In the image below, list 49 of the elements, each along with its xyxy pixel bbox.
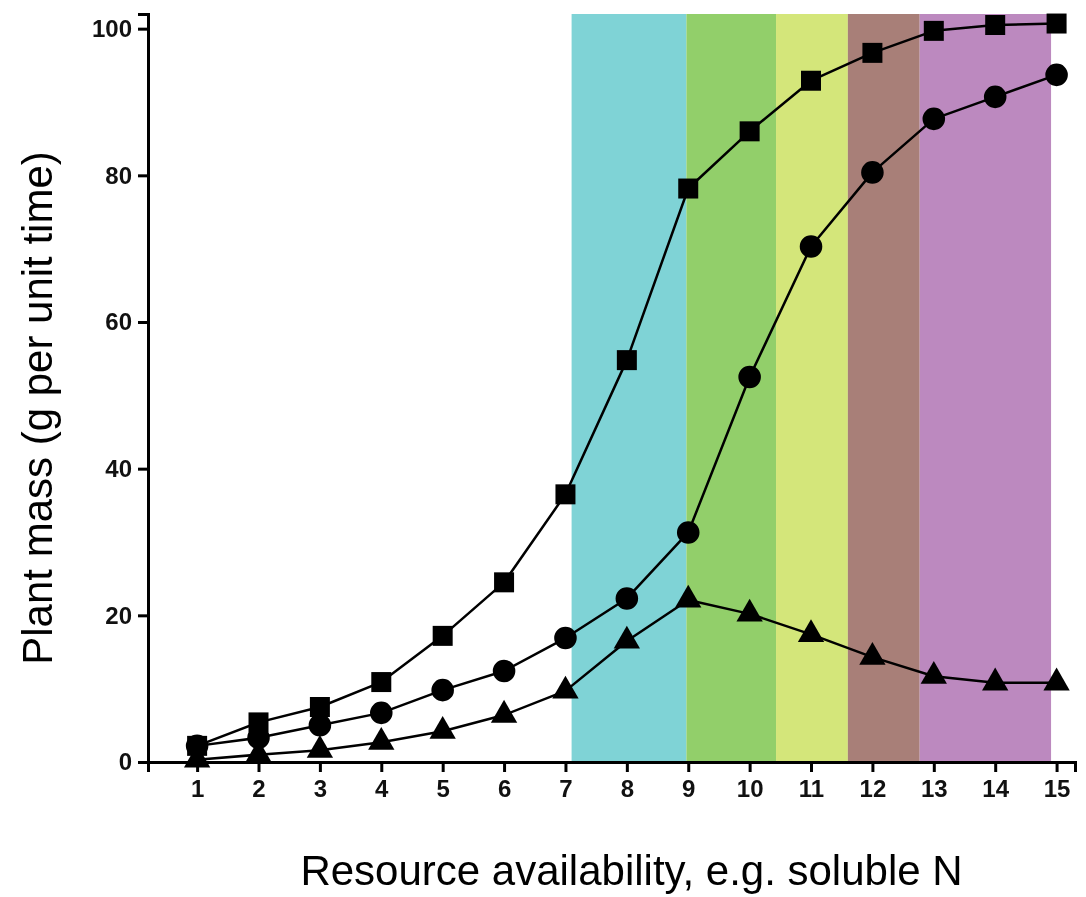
y-tick-label: 80	[105, 161, 132, 189]
x-axis-title: Resource availability, e.g. soluble N	[300, 847, 963, 894]
x-tick-label: 12	[859, 775, 887, 803]
point	[799, 235, 823, 258]
y-tick-label: 20	[105, 601, 132, 629]
point	[1045, 63, 1068, 87]
point	[370, 701, 393, 725]
y-tick-label: 40	[105, 454, 132, 482]
x-tick-label: 1	[190, 775, 205, 803]
x-tick-label: 3	[313, 775, 328, 803]
point	[554, 626, 577, 650]
y-axis-title: Plant mass (g per unit time)	[14, 151, 61, 665]
point	[1046, 13, 1067, 34]
point	[615, 587, 639, 610]
point	[309, 697, 330, 717]
point	[739, 121, 760, 142]
point	[985, 15, 1006, 35]
point	[801, 70, 822, 91]
point	[616, 350, 637, 371]
x-tick-label: 5	[436, 775, 450, 803]
x-tick-label: 7	[559, 775, 573, 803]
x-tick-label: 14	[982, 775, 1010, 803]
x-tick-label: 8	[620, 775, 635, 803]
x-tick-label: 15	[1043, 775, 1071, 803]
x-tick-label: 6	[497, 775, 512, 803]
point	[678, 178, 699, 199]
point	[492, 659, 516, 683]
point	[676, 521, 700, 544]
x-tick-label: 13	[920, 775, 948, 803]
point	[738, 365, 761, 389]
point	[861, 161, 884, 184]
x-tick-label: 10	[736, 775, 764, 803]
y-tick-label: 100	[91, 14, 132, 42]
point	[923, 20, 944, 41]
point	[308, 714, 332, 737]
point	[862, 42, 883, 63]
y-tick-label: 0	[118, 748, 132, 776]
x-tick-label: 9	[682, 775, 696, 803]
x-tick-label: 4	[375, 775, 390, 803]
y-tick-label: 60	[105, 308, 132, 336]
point	[494, 572, 515, 593]
x-tick-label: 2	[252, 775, 266, 803]
point	[555, 484, 576, 505]
point	[431, 678, 454, 702]
point	[371, 672, 392, 693]
point	[432, 625, 453, 646]
point	[983, 85, 1007, 109]
x-tick-label: 11	[798, 775, 825, 803]
point	[922, 107, 946, 131]
